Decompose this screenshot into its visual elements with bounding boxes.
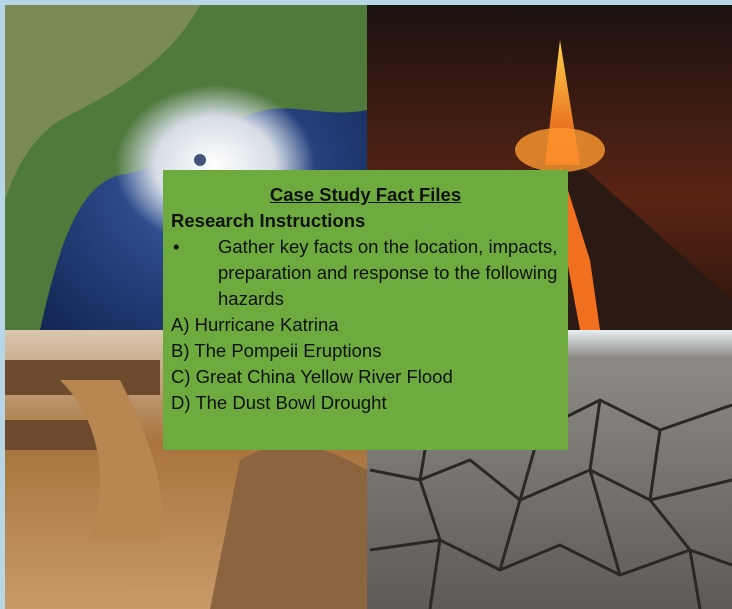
instruction-panel: Case Study Fact Files Research Instructi… (163, 170, 568, 450)
hazard-list: A) Hurricane Katrina B) The Pompeii Erup… (171, 312, 560, 416)
hazard-item: C) Great China Yellow River Flood (171, 364, 560, 390)
title: Case Study Fact Files (171, 182, 560, 208)
hazard-item: A) Hurricane Katrina (171, 312, 560, 338)
page: {"title": "Case Study Fact Files", "subt… (0, 0, 732, 609)
bullet: Gather key facts on the location, impact… (171, 234, 560, 312)
bullet-list: Gather key facts on the location, impact… (171, 234, 560, 312)
slide: Case Study Fact Files Research Instructi… (0, 0, 732, 609)
subtitle: Research Instructions (171, 208, 560, 234)
hazard-item: B) The Pompeii Eruptions (171, 338, 560, 364)
hazard-item: D) The Dust Bowl Drought (171, 390, 560, 416)
